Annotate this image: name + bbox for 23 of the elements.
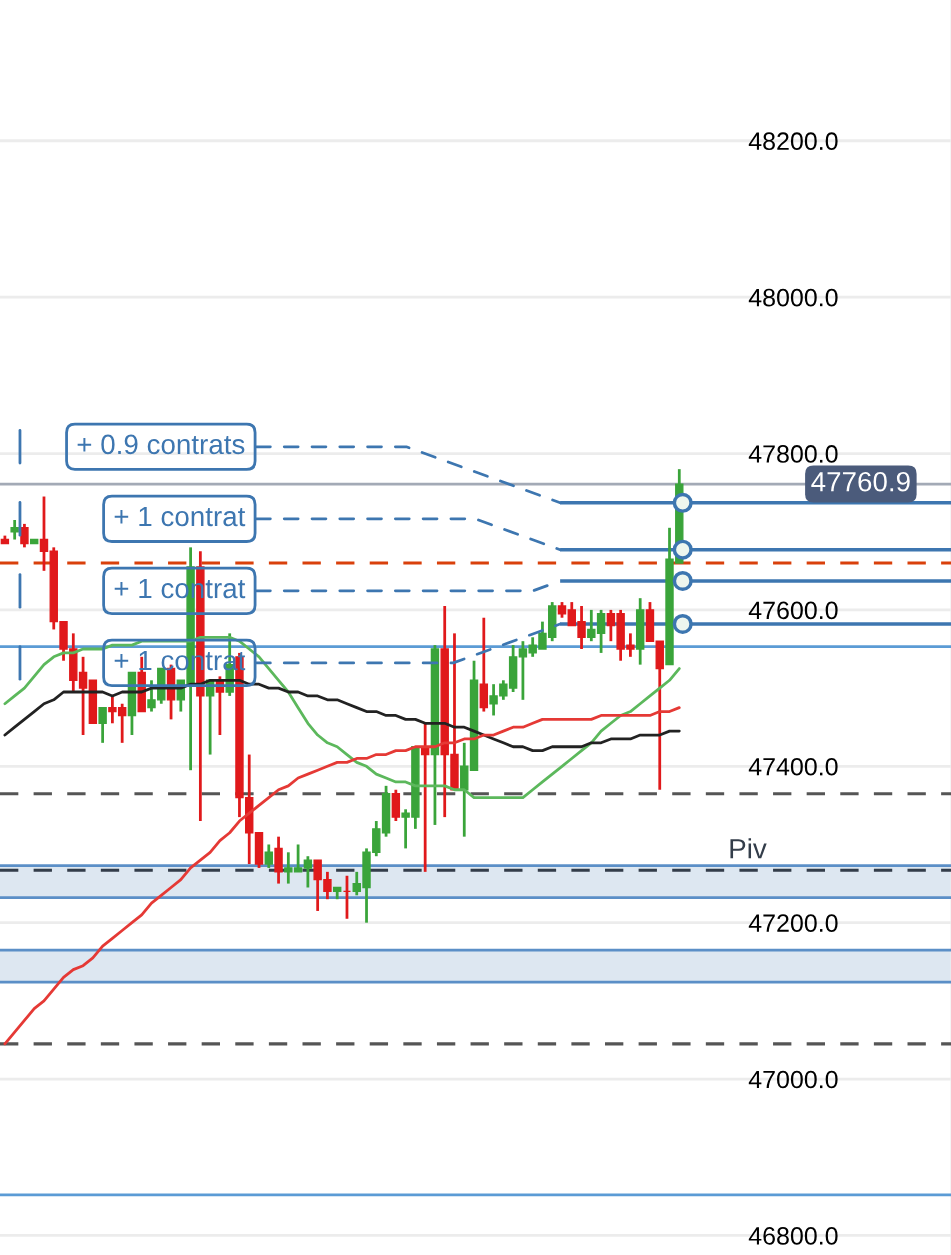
y-tick-label: 47000.0 [748, 1070, 838, 1089]
y-tick-label: 47800.0 [748, 445, 838, 463]
candlestick [264, 843, 273, 870]
candlestick [391, 788, 401, 823]
y-tick-label: 46800.0 [748, 1227, 838, 1245]
candlestick [98, 706, 107, 745]
candlestick [39, 495, 49, 573]
y-tick-label: 48200.0 [748, 132, 838, 151]
y-tick-label: 48000.0 [748, 288, 838, 307]
annotation: 47760.9 [811, 471, 910, 492]
ref-line-label: Piv [730, 838, 767, 859]
y-tick-label: 47600.0 [748, 601, 838, 620]
candlestick [274, 835, 283, 885]
candlestick [20, 522, 29, 549]
candlestick [10, 518, 19, 541]
candlestick [479, 616, 489, 713]
line-series [3, 678, 681, 753]
y-tick-label: 47400.0 [748, 757, 838, 776]
line-series [3, 706, 681, 1046]
legend-label: + 0.9 contrats [77, 434, 245, 455]
y-tick-label: 47200.0 [748, 914, 838, 932]
ref-line-label: + 1 contrat [114, 506, 246, 527]
candlestick [303, 854, 313, 889]
